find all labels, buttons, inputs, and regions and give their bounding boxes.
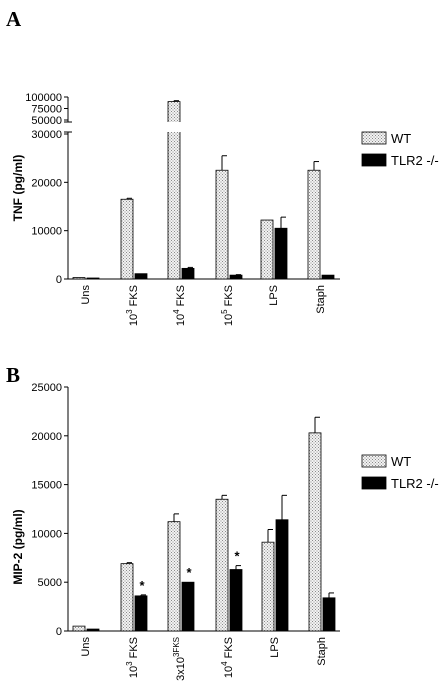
legend-label: WT bbox=[391, 131, 411, 146]
panel-letter-a: A bbox=[6, 7, 22, 31]
x-tick-label: 103 FKS bbox=[125, 637, 140, 678]
legend: WT TLR2 -/- bbox=[361, 454, 439, 491]
x-tick-label: 104 FKS bbox=[220, 637, 235, 678]
significance-star: * bbox=[186, 565, 192, 580]
bar-wt bbox=[307, 169, 321, 280]
bar-wt bbox=[120, 563, 134, 632]
x-tick-label: LPS bbox=[268, 285, 280, 306]
y-tick-label: 10000 bbox=[31, 528, 62, 540]
legend-swatch-tlr2 bbox=[361, 153, 387, 167]
bar-wt bbox=[215, 169, 229, 280]
y-tick-label: 0 bbox=[56, 274, 62, 286]
legend-swatch-tlr2 bbox=[361, 476, 387, 490]
bar-tlr2 bbox=[181, 581, 195, 632]
bar-wt bbox=[308, 432, 322, 632]
y-tick-label: 100000 bbox=[25, 92, 62, 104]
bar-tlr2 bbox=[86, 628, 100, 632]
significance-star: * bbox=[234, 549, 240, 564]
y-axis-label: TNF (pg/ml) bbox=[11, 155, 25, 222]
bar-tlr2 bbox=[229, 569, 243, 632]
bar-tlr2 bbox=[181, 267, 195, 280]
legend-swatch-wt bbox=[361, 131, 387, 145]
x-tick-label: 104 FKS bbox=[172, 285, 187, 326]
y-tick-label: 75000 bbox=[31, 104, 62, 116]
legend-label: TLR2 -/- bbox=[391, 153, 439, 168]
bar-wt bbox=[120, 198, 134, 280]
y-tick-label: 30000 bbox=[31, 129, 62, 141]
bar-wt bbox=[72, 277, 86, 280]
y-tick-label: 0 bbox=[56, 626, 62, 638]
bar-tlr2 bbox=[86, 277, 100, 280]
y-tick-label: 50000 bbox=[31, 115, 62, 127]
bar-break bbox=[167, 122, 182, 132]
y-tick-label: 5000 bbox=[38, 577, 62, 589]
y-tick-label: 10000 bbox=[31, 226, 62, 238]
bar-wt bbox=[167, 521, 181, 632]
chart-a: Uns 103 FKS 104 FKS 105 FKS LPS Staph TNF (pg/… bbox=[11, 92, 439, 326]
bar-tlr2 bbox=[322, 597, 336, 632]
axis-break bbox=[63, 122, 75, 132]
x-tick-label: 105 FKS bbox=[220, 285, 235, 326]
x-tick-label: 103 FKS bbox=[125, 285, 140, 326]
legend-label: TLR2 -/- bbox=[391, 476, 439, 491]
y-tick-label: 15000 bbox=[31, 480, 62, 492]
legend-label: WT bbox=[391, 454, 411, 469]
y-axis-label: MIP-2 (pg/ml) bbox=[11, 509, 25, 584]
significance-star: * bbox=[139, 578, 145, 593]
legend-swatch-wt bbox=[361, 454, 387, 468]
x-tick-label: Staph bbox=[315, 285, 327, 314]
bar-tlr2 bbox=[321, 274, 335, 280]
x-tick-label: LPS bbox=[269, 637, 281, 658]
y-tick-label: 20000 bbox=[31, 431, 62, 443]
x-tick-label: Uns bbox=[80, 285, 92, 305]
y-tick-label: 25000 bbox=[31, 382, 62, 394]
bar-wt bbox=[260, 219, 274, 280]
bar-wt bbox=[72, 625, 86, 632]
x-tick-label: Staph bbox=[316, 637, 328, 666]
panel-letter-b: B bbox=[6, 363, 20, 387]
legend: WT TLR2 -/- bbox=[361, 131, 439, 168]
bar-tlr2 bbox=[229, 274, 243, 280]
bar-wt bbox=[215, 498, 229, 632]
x-tick-label: Uns bbox=[80, 637, 92, 657]
chart-b: Uns 103 FKS 3x103FKS 104 FKS LPS Staph MIP-2 (… bbox=[11, 382, 439, 681]
bar-tlr2 bbox=[134, 273, 148, 280]
x-tick-label: 3x103FKS bbox=[172, 637, 187, 681]
bar-tlr2 bbox=[134, 595, 148, 632]
bar-tlr2 bbox=[274, 227, 288, 280]
bar-wt bbox=[261, 541, 275, 632]
y-tick-label: 20000 bbox=[31, 177, 62, 189]
bar-tlr2 bbox=[275, 519, 289, 632]
